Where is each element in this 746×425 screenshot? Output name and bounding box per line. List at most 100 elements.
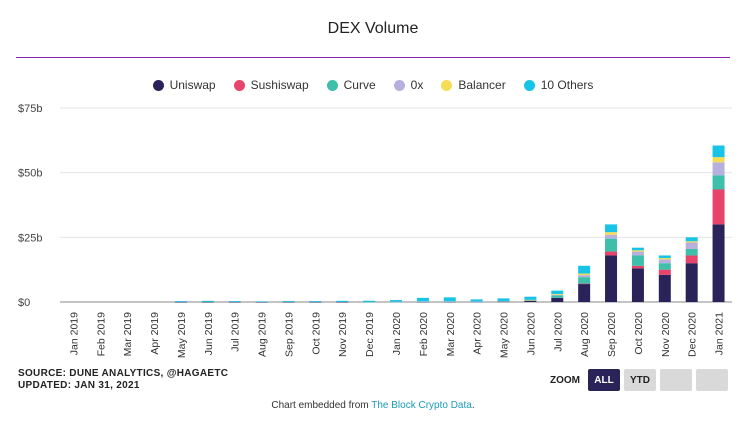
- legend-item-balancer[interactable]: Balancer: [441, 78, 506, 92]
- bar-segment-0x[interactable]: [390, 301, 402, 303]
- zoom-ytd-button[interactable]: YTD: [624, 369, 656, 391]
- bar-segment-balancer[interactable]: [578, 273, 591, 276]
- bar-segment-10-others[interactable]: [685, 237, 698, 242]
- bar-segment-curve[interactable]: [551, 295, 564, 298]
- bar-segment-10-others[interactable]: [363, 300, 376, 302]
- x-tick-label: Oct 2019: [310, 312, 322, 355]
- bar-segment-0x[interactable]: [416, 301, 429, 302]
- bar-segment-10-others[interactable]: [201, 300, 214, 302]
- bar-segment-sushiswap[interactable]: [578, 283, 591, 285]
- bar-segment-10-others[interactable]: [605, 224, 618, 233]
- x-tick-label: Dec 2020: [687, 312, 699, 357]
- bar-segment-uniswap[interactable]: [631, 268, 644, 302]
- bar-segment-sushiswap[interactable]: [605, 251, 618, 256]
- legend-swatch: [326, 79, 338, 91]
- bar-segment-uniswap[interactable]: [174, 301, 187, 303]
- bar-segment-uniswap[interactable]: [551, 297, 564, 302]
- y-tick-label: $25b: [18, 232, 42, 244]
- bar-segment-0x[interactable]: [578, 275, 591, 278]
- x-tick-label: Mar 2019: [122, 312, 134, 357]
- bar-segment-curve[interactable]: [578, 277, 591, 284]
- zoom-all-button[interactable]: ALL: [588, 369, 620, 391]
- bar-segment-0x[interactable]: [685, 242, 698, 249]
- bar-segment-10-others[interactable]: [416, 297, 429, 302]
- embed-prefix: Chart embedded from: [271, 400, 372, 411]
- bar-segment-0x[interactable]: [631, 251, 644, 256]
- y-tick-label: $0: [18, 297, 30, 309]
- bar-segment-curve[interactable]: [605, 238, 618, 252]
- bar-segment-10-others[interactable]: [390, 300, 402, 302]
- bar-segment-0x[interactable]: [443, 301, 456, 302]
- bar-segment-curve[interactable]: [712, 175, 725, 190]
- legend-item-0x[interactable]: 0x: [393, 78, 423, 92]
- bar-segment-uniswap[interactable]: [524, 300, 537, 302]
- x-tick-label: Mar 2020: [445, 312, 457, 357]
- bar-segment-10-others[interactable]: [631, 247, 644, 251]
- bar-segment-curve[interactable]: [658, 263, 671, 270]
- bar-segment-10-others[interactable]: [309, 301, 322, 302]
- bar-segment-10-others[interactable]: [336, 300, 349, 302]
- bar-segment-uniswap[interactable]: [605, 255, 618, 302]
- source-line: SOURCE: DUNE ANALYTICS, @HAGAETC: [18, 368, 229, 379]
- bar-segment-10-others[interactable]: [470, 299, 483, 302]
- bar-segment-0x[interactable]: [605, 234, 618, 239]
- bar-segment-uniswap[interactable]: [228, 301, 241, 303]
- bar-segment-curve[interactable]: [631, 255, 644, 266]
- bar-segment-uniswap[interactable]: [685, 263, 698, 302]
- bar-segment-10-others[interactable]: [443, 297, 456, 302]
- bar-segment-10-others[interactable]: [712, 145, 725, 158]
- bar-segment-balancer[interactable]: [631, 250, 644, 252]
- legend-item-10-others[interactable]: 10 Others: [523, 78, 593, 92]
- bar-segment-balancer[interactable]: [685, 241, 698, 243]
- bar-segment-0x[interactable]: [497, 300, 510, 302]
- bar-segment-10-others[interactable]: [497, 298, 510, 301]
- x-tick-label: Oct 2020: [633, 312, 645, 355]
- bar-segment-10-others[interactable]: [551, 290, 564, 294]
- bar-segment-uniswap[interactable]: [578, 283, 591, 302]
- bar-segment-10-others[interactable]: [174, 301, 187, 302]
- bar-segment-uniswap[interactable]: [309, 301, 322, 303]
- bar-segment-0x[interactable]: [712, 162, 725, 176]
- bar-segment-0x[interactable]: [470, 301, 483, 303]
- bar-segment-10-others[interactable]: [578, 265, 591, 274]
- embed-note: Chart embedded from The Block Crypto Dat…: [0, 400, 746, 411]
- legend-label: Curve: [343, 78, 376, 92]
- bar-segment-balancer[interactable]: [605, 232, 618, 235]
- bar-segment-uniswap[interactable]: [336, 301, 349, 303]
- bar-segment-10-others[interactable]: [255, 301, 268, 302]
- zoom-button-blank-1[interactable]: [660, 369, 692, 391]
- bar-segment-curve[interactable]: [685, 248, 698, 256]
- bar-segment-10-others[interactable]: [282, 301, 295, 302]
- bar-segment-sushiswap[interactable]: [712, 189, 725, 225]
- embed-link[interactable]: The Block Crypto Data: [371, 400, 472, 411]
- legend-item-uniswap[interactable]: Uniswap: [152, 78, 216, 92]
- bar-segment-uniswap[interactable]: [712, 224, 725, 302]
- bar-segment-sushiswap[interactable]: [658, 269, 671, 275]
- bar-segment-curve[interactable]: [363, 301, 376, 303]
- bar-segment-0x[interactable]: [658, 259, 671, 264]
- bar-segment-balancer[interactable]: [658, 258, 671, 260]
- bar-segment-10-others[interactable]: [228, 301, 241, 302]
- x-tick-label: Jan 2020: [391, 312, 403, 355]
- legend-label: Balancer: [458, 78, 506, 92]
- bar-segment-uniswap[interactable]: [658, 274, 671, 302]
- bar-segment-sushiswap[interactable]: [685, 255, 698, 264]
- bar-segment-uniswap[interactable]: [201, 301, 214, 303]
- bar-segment-balancer[interactable]: [712, 157, 725, 163]
- bar-segment-sushiswap[interactable]: [631, 265, 644, 269]
- legend-label: Uniswap: [169, 78, 216, 92]
- x-tick-label: Nov 2020: [660, 312, 672, 357]
- chart-title: DEX Volume: [327, 20, 419, 37]
- x-tick-label: Jun 2020: [525, 312, 537, 355]
- legend-item-sushiswap[interactable]: Sushiswap: [233, 78, 309, 92]
- bar-segment-uniswap[interactable]: [282, 301, 295, 303]
- bar-segment-10-others[interactable]: [524, 296, 537, 300]
- bar-segment-0x[interactable]: [551, 294, 564, 296]
- legend-label: Sushiswap: [250, 78, 309, 92]
- bar-segment-uniswap[interactable]: [255, 301, 268, 303]
- legend-item-curve[interactable]: Curve: [326, 78, 376, 92]
- bar-segment-balancer[interactable]: [524, 299, 537, 301]
- bar-segment-balancer[interactable]: [551, 293, 564, 295]
- zoom-button-blank-2[interactable]: [696, 369, 728, 391]
- bar-segment-10-others[interactable]: [658, 255, 671, 259]
